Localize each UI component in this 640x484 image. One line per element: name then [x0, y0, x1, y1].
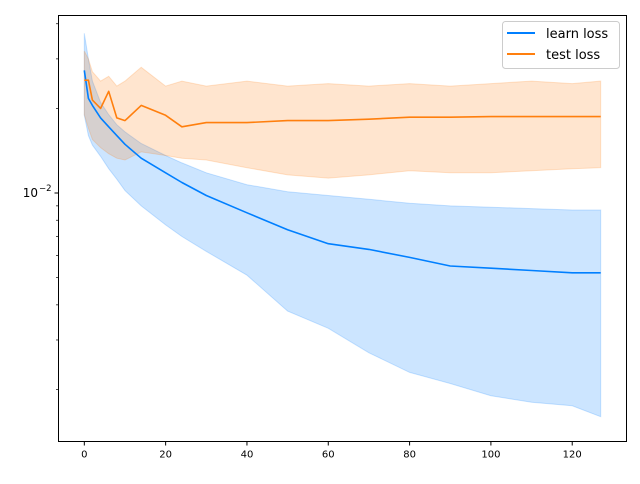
y-axis: 10 −2	[23, 23, 59, 390]
x-tick-label: 20	[159, 450, 172, 461]
plot-frame	[58, 15, 627, 442]
legend-label-test-loss: test loss	[546, 48, 600, 63]
confidence-bands	[83, 33, 602, 418]
legend-label-learn-loss: learn loss	[546, 27, 608, 42]
test-loss-line	[84, 79, 601, 128]
y-tick-label-exponent: −2	[39, 184, 52, 194]
learn-loss-band	[83, 33, 602, 418]
legend: learn loss test loss	[502, 21, 620, 69]
learn-loss-line	[83, 70, 601, 274]
x-tick-label: 40	[241, 450, 254, 461]
x-tick-label: 100	[481, 450, 500, 461]
x-axis: 0 20 40 60 80 100 120	[81, 441, 582, 461]
x-tick-label: 60	[322, 450, 335, 461]
x-tick-label: 0	[81, 450, 87, 461]
x-tick-label: 120	[563, 450, 582, 461]
y-tick-label-major: 10	[23, 186, 38, 200]
x-tick-label: 80	[403, 450, 416, 461]
test-loss-band	[83, 50, 602, 179]
series-lines	[83, 70, 601, 274]
